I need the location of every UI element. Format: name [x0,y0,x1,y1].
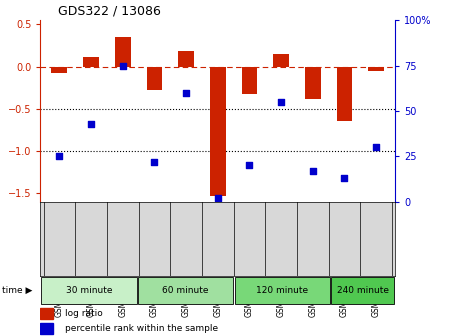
Point [373,144,380,150]
Point [151,159,158,164]
Bar [41,277,136,304]
Bar [305,67,321,99]
Point [309,168,317,173]
Point [88,121,95,126]
Bar [40,323,53,335]
Text: 240 minute: 240 minute [337,286,389,295]
Bar [146,67,163,90]
Bar [52,67,67,73]
Bar [273,54,289,67]
Text: 30 minute: 30 minute [66,286,112,295]
Text: time ▶: time ▶ [2,286,33,295]
Bar [40,308,53,319]
Point [246,163,253,168]
Text: GDS322 / 13086: GDS322 / 13086 [58,5,161,17]
Bar [115,37,131,67]
Point [56,154,63,159]
Point [341,175,348,181]
Bar [242,67,257,94]
Bar [138,277,233,304]
Point [119,63,126,68]
Text: 60 minute: 60 minute [162,286,209,295]
Text: percentile rank within the sample: percentile rank within the sample [65,324,218,333]
Bar [234,277,330,304]
Text: log ratio: log ratio [65,309,103,318]
Point [182,90,189,95]
Bar [210,67,226,196]
Bar [178,51,194,67]
Point [277,99,285,104]
Point [214,195,221,201]
Bar [83,57,99,67]
Bar [331,277,395,304]
Text: 120 minute: 120 minute [256,286,308,295]
Bar [337,67,352,121]
Bar [368,67,384,71]
